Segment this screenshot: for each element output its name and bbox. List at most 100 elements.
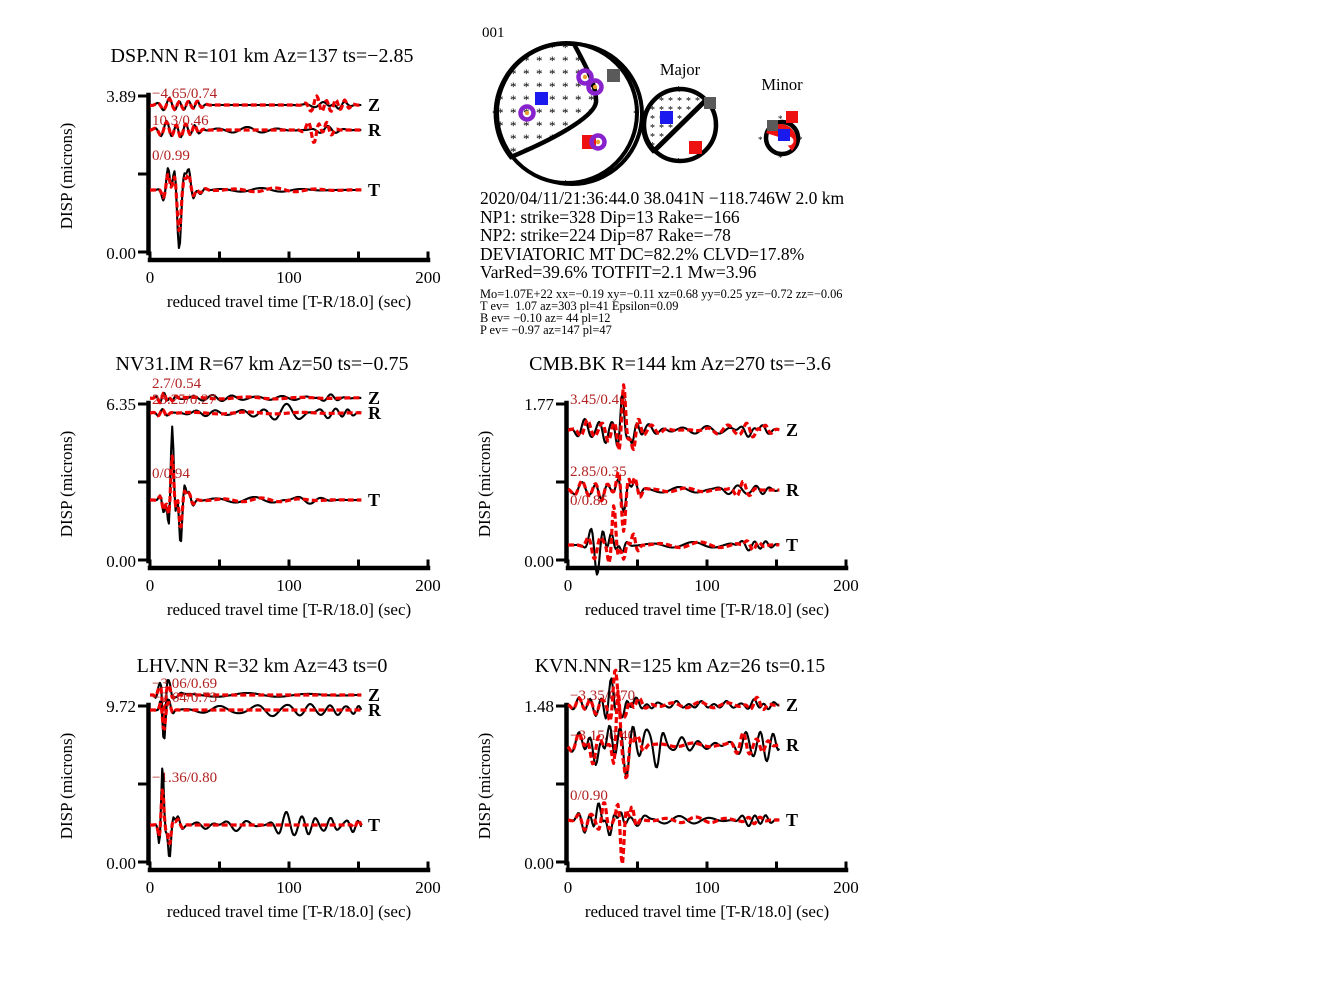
- trace-synthetic-T: [149, 454, 362, 529]
- mt-detail-line: T ev= 1.07 az=303 pl=41 Epsilon=0.09: [480, 299, 679, 313]
- waveform-panel-kvn-nn: KVN.NN R=125 km Az=26 ts=0.15 DISP (micro…: [474, 650, 874, 930]
- component-label-Z: Z: [786, 420, 798, 440]
- x-axis-label: reduced travel time [T-R/18.0] (sec): [167, 902, 411, 921]
- edge-tick-south: *: [563, 178, 569, 190]
- edge-tick: *: [798, 135, 803, 145]
- panel-title: NV31.IM R=67 km Az=50 ts=−0.75: [116, 353, 409, 375]
- trace-observed-T: [150, 767, 363, 858]
- event-info-line: NP2: strike=224 Dip=87 Rake=−78: [480, 225, 731, 246]
- x-tick-label: 100: [276, 576, 302, 595]
- ymax-label: 1.77: [524, 395, 554, 414]
- x-tick-label: 0: [146, 878, 155, 897]
- component-label-R: R: [368, 700, 382, 720]
- x-tick-label: 100: [276, 878, 302, 897]
- ymax-label: 3.89: [106, 87, 136, 106]
- x-tick-label: 0: [146, 576, 155, 595]
- x-tick-label: 200: [415, 878, 441, 897]
- annotation-R: 10.3/0.46: [152, 113, 209, 129]
- event-info-line: VarRed=39.6% TOTFIT=2.1 Mw=3.96: [480, 262, 757, 283]
- beachball-main: * * * *: [492, 39, 644, 190]
- marker-blue-square: [778, 129, 790, 141]
- component-label-T: T: [368, 490, 380, 510]
- waveform-panel-lhv-nn: LHV.NN R=32 km Az=43 ts=0 DISP (microns) 9…: [56, 650, 456, 930]
- trace-synthetic-T: [567, 801, 780, 866]
- panel-title: KVN.NN R=125 km Az=26 ts=0.15: [535, 655, 826, 677]
- ymax-label: 6.35: [106, 395, 136, 414]
- x-tick-label: 0: [146, 268, 155, 287]
- edge-tick: *: [676, 157, 681, 168]
- marker-blue-square: [660, 111, 673, 124]
- panel-svg: LHV.NN R=32 km Az=43 ts=0 DISP (microns) 9…: [57, 655, 441, 921]
- ymax-label: 9.72: [106, 697, 136, 716]
- trace-synthetic-Z: [149, 683, 362, 723]
- x-tick-label: 100: [694, 576, 720, 595]
- ymin-label: 0.00: [524, 552, 554, 571]
- component-label-Z: Z: [368, 388, 380, 408]
- component-label-T: T: [786, 810, 798, 830]
- panel-svg: NV31.IM R=67 km Az=50 ts=−0.75 DISP (micr…: [57, 353, 441, 619]
- component-label-R: R: [368, 403, 382, 423]
- trace-synthetic-R: [149, 407, 362, 418]
- panel-title: LHV.NN R=32 km Az=43 ts=0: [137, 655, 388, 677]
- ymin-label: 0.00: [524, 854, 554, 873]
- component-label-R: R: [786, 480, 800, 500]
- x-tick-label: 200: [415, 268, 441, 287]
- x-tick-label: 0: [564, 576, 573, 595]
- y-axis-label: DISP (microns): [57, 123, 76, 230]
- x-tick-label: 100: [276, 268, 302, 287]
- event-info-line: DEVIATORIC MT DC=82.2% CLVD=17.8%: [480, 243, 805, 264]
- event-info: 2020/04/11/21:36:44.0 38.041N −118.746W …: [480, 189, 844, 282]
- ymin-label: 0.00: [106, 854, 136, 873]
- mt-detail-line: P ev= −0.97 az=147 pl=47: [480, 323, 612, 337]
- panel-svg: KVN.NN R=125 km Az=26 ts=0.15 DISP (micro…: [475, 655, 859, 921]
- edge-tick: *: [640, 121, 645, 132]
- annotation-T: 0/0.99: [152, 148, 190, 164]
- edge-tick-east: *: [633, 108, 639, 120]
- component-label-T: T: [368, 815, 380, 835]
- station-marker-purple: [518, 104, 536, 122]
- marker-red-square: [689, 141, 702, 154]
- component-label-Z: Z: [368, 685, 380, 705]
- edge-tick-west: *: [492, 108, 498, 120]
- beachball-major-compressional-region: [641, 87, 708, 154]
- ymax-label: 1.48: [524, 697, 554, 716]
- component-label-Z: Z: [368, 95, 380, 115]
- mt-details: Mo=1.07E+22 xx=−0.19 xy=−0.11 xz=0.68 yy…: [480, 288, 843, 336]
- x-tick-label: 200: [415, 576, 441, 595]
- x-tick-label: 0: [564, 878, 573, 897]
- marker-gray-square: [704, 97, 716, 109]
- waveform-panel-dsp-nn: DSP.NN R=101 km Az=137 ts=−2.85 DISP (mic…: [56, 40, 456, 320]
- mt-detail-line: B ev= −0.10 az= 44 pl=12: [480, 311, 611, 325]
- marker-red-square: [786, 111, 798, 123]
- trace-observed-T: [567, 802, 780, 837]
- marker-gray-square: [607, 69, 620, 82]
- beachball-minor: Minor * * * *: [758, 75, 803, 163]
- solution-id-label: 001: [482, 25, 505, 41]
- trace-synthetic-Z: [567, 668, 780, 723]
- trace-observed-R: [567, 478, 780, 513]
- waveform-panel-nv31-im: NV31.IM R=67 km Az=50 ts=−0.75 DISP (micr…: [56, 348, 456, 628]
- annotation-Z: 3.45/0.46: [570, 392, 627, 408]
- edge-tick-north: *: [563, 39, 569, 51]
- component-label-Z: Z: [786, 695, 798, 715]
- trace-synthetic-T: [567, 504, 780, 565]
- station-marker-purple: [589, 133, 607, 151]
- major-label: Major: [660, 60, 701, 79]
- beachball-figure: * * 001 * * * *: [482, 25, 803, 190]
- y-axis-label: DISP (microns): [475, 733, 494, 840]
- trace-synthetic-T: [149, 173, 362, 233]
- annotation-R: 2.85/0.35: [570, 464, 627, 480]
- trace-synthetic-R: [149, 120, 362, 144]
- annotation-T: −1.36/0.80: [152, 770, 217, 786]
- beachball-major: Major * * * *: [640, 60, 719, 168]
- component-label-T: T: [368, 180, 380, 200]
- x-axis-label: reduced travel time [T-R/18.0] (sec): [585, 600, 829, 619]
- trace-synthetic-Z: [567, 383, 780, 452]
- panel-svg: CMB.BK R=144 km Az=270 ts=−3.6 DISP (micr…: [475, 353, 859, 619]
- annotation-R: 23.25/0.27: [152, 392, 217, 408]
- minor-label: Minor: [761, 75, 803, 94]
- y-axis-label: DISP (microns): [57, 431, 76, 538]
- y-axis-label: DISP (microns): [475, 431, 494, 538]
- x-tick-label: 200: [833, 878, 859, 897]
